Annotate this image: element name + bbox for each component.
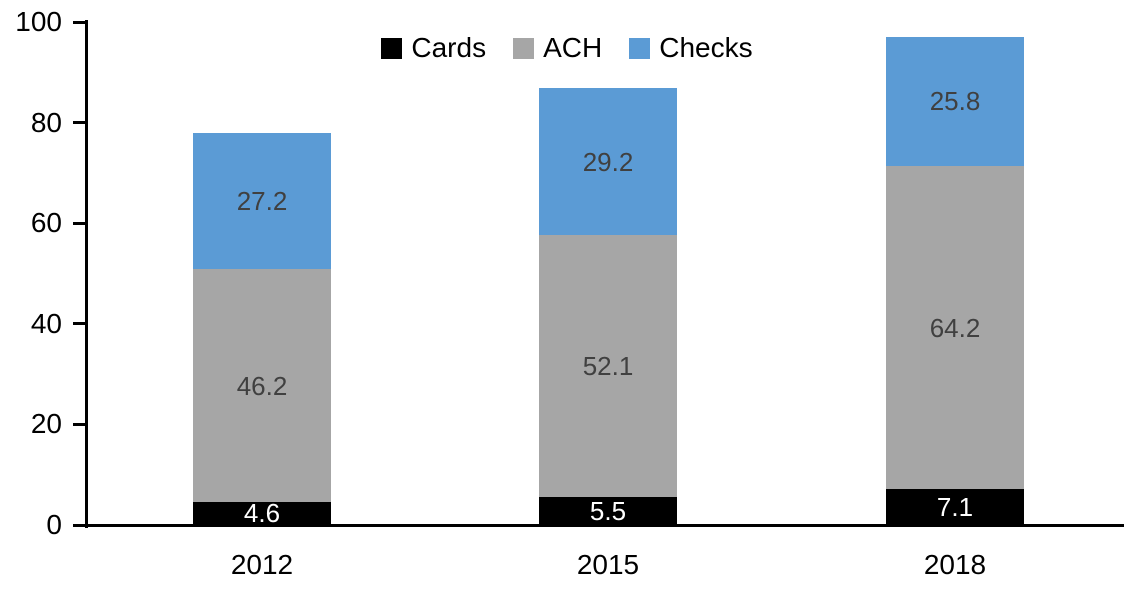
legend-label: Cards — [411, 32, 487, 63]
bar-segment-cards-2012: 4.6 — [193, 498, 331, 529]
bar-segment-checks-2012: 27.2 — [193, 132, 331, 270]
y-tick — [73, 20, 85, 24]
bar-segment-label: 25.8 — [929, 86, 981, 117]
legend-swatch-ach-icon — [513, 37, 535, 59]
bar-segment-label: 4.6 — [243, 498, 281, 529]
legend-swatch-checks-icon — [629, 37, 651, 59]
bar-segment-ach-2018: 64.2 — [886, 166, 1024, 490]
x-axis — [85, 524, 1124, 527]
bar-segment-ach-2012: 46.2 — [193, 269, 331, 502]
y-tick — [73, 523, 85, 527]
x-axis-label-2018: 2018 — [923, 549, 987, 580]
legend-item-cards: Cards — [381, 33, 486, 63]
legend-item-ach: ACH — [513, 33, 602, 63]
legend-label: ACH — [543, 32, 603, 63]
bar-segment-label: 52.1 — [582, 351, 634, 382]
y-tick-label: 40 — [30, 307, 62, 339]
y-axis — [85, 20, 88, 528]
y-tick-label: 60 — [30, 207, 62, 239]
y-tick-label: 0 — [46, 509, 62, 540]
bar-segment-label: 7.1 — [936, 492, 974, 523]
bar-segment-checks-2015: 29.2 — [539, 88, 677, 236]
bar-segment-label: 46.2 — [236, 370, 288, 401]
bar-segment-label: 27.2 — [236, 186, 288, 217]
y-tick-label: 20 — [30, 408, 62, 440]
legend-item-checks: Checks — [629, 32, 753, 63]
bar-segment-cards-2015: 5.5 — [539, 497, 677, 525]
y-tick-label: 80 — [30, 106, 62, 138]
bar-segment-ach-2015: 52.1 — [539, 235, 677, 498]
x-axis-label-2015: 2015 — [576, 549, 640, 580]
bar-segment-checks-2018: 25.8 — [886, 36, 1024, 167]
bar-segment-cards-2018: 7.1 — [886, 489, 1024, 525]
legend: Cards ACH Checks — [0, 33, 1134, 63]
y-tick — [73, 422, 85, 426]
y-tick — [73, 322, 85, 326]
x-axis-label-2012: 2012 — [230, 549, 294, 580]
bar-segment-label: 64.2 — [929, 312, 981, 343]
y-tick-label: 100 — [15, 6, 62, 37]
y-tick — [73, 221, 85, 225]
y-tick — [73, 121, 85, 125]
legend-swatch-cards-icon — [381, 37, 403, 59]
bar-segment-label: 29.2 — [582, 146, 634, 177]
legend-label: Checks — [659, 32, 753, 63]
bar-segment-label: 5.5 — [589, 496, 627, 527]
